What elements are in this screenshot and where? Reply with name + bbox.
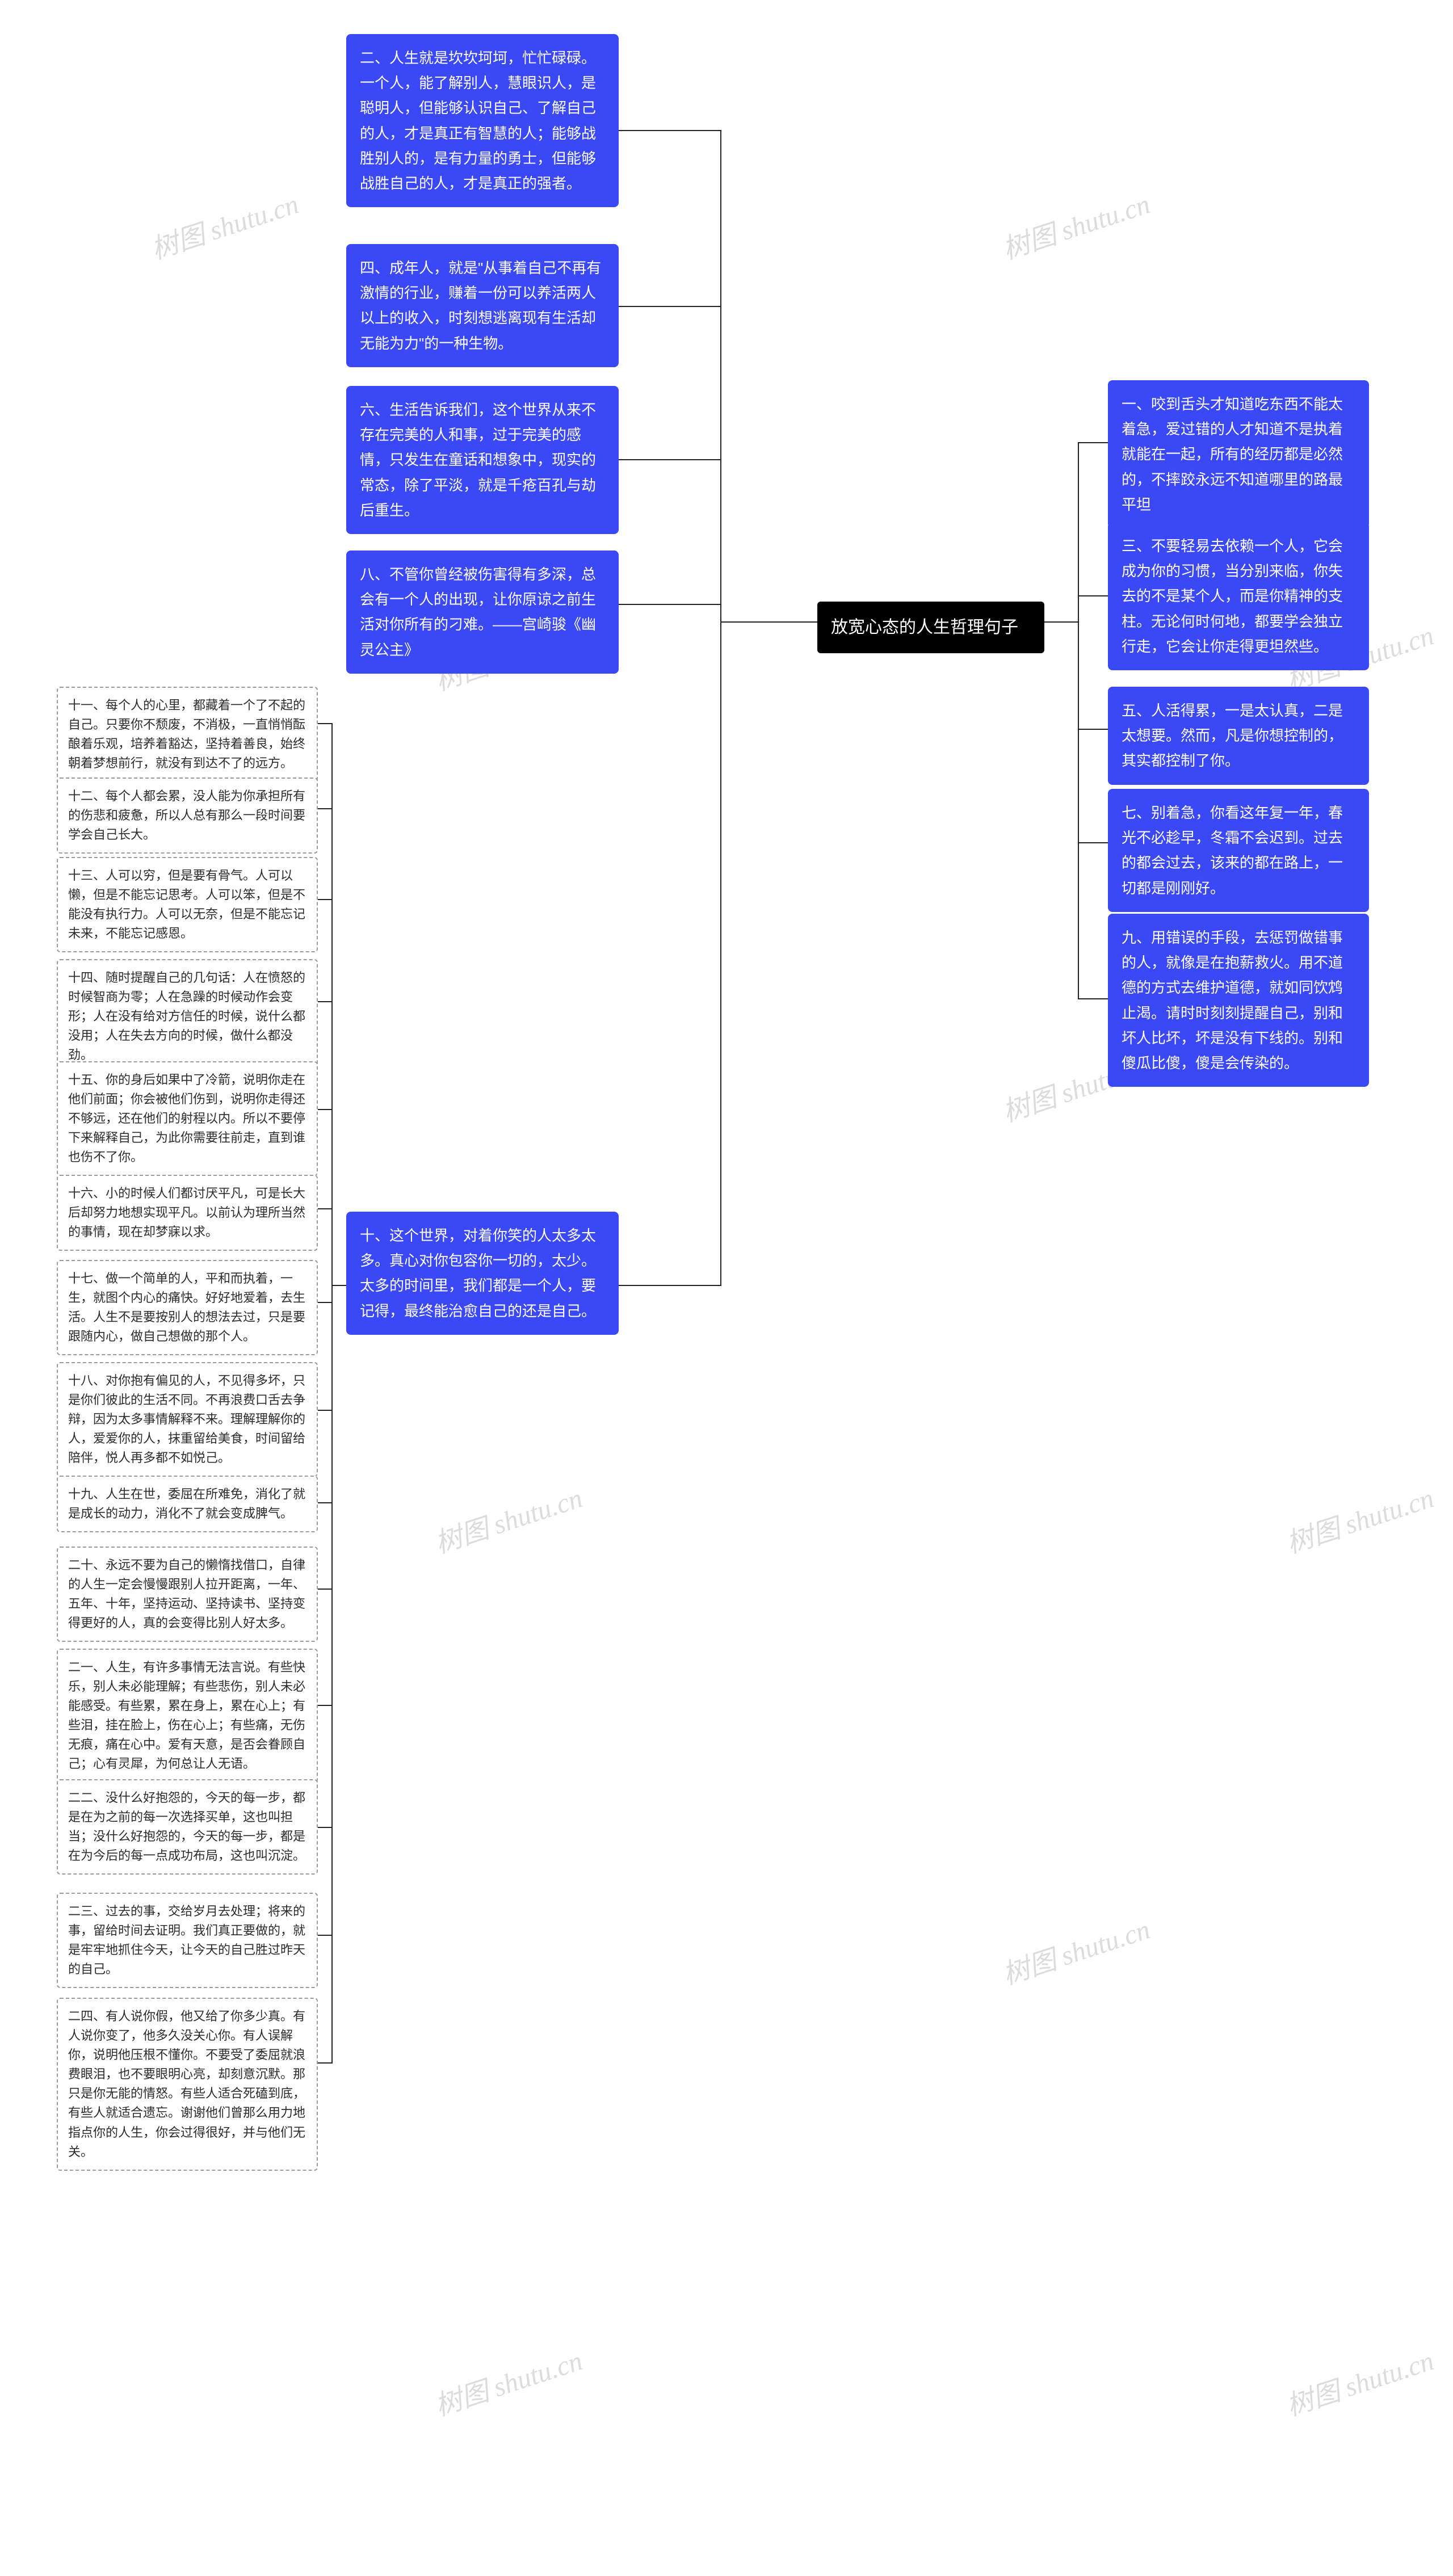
watermark: 树图 shutu.cn <box>997 182 1154 267</box>
grandchild-node-19[interactable]: 十九、人生在世，委屈在所难免，消化了就是成长的动力，消化不了就会变成脾气。 <box>57 1476 318 1532</box>
grandchild-node-15[interactable]: 十五、你的身后如果中了冷箭，说明你走在他们前面；你会被他们伤到，说明你走得还不够… <box>57 1061 318 1176</box>
watermark: 树图 shutu.cn <box>429 1476 587 1561</box>
watermark: 树图 shutu.cn <box>145 182 303 267</box>
child-node-4[interactable]: 四、成年人，就是"从事着自己不再有激情的行业，赚着一份可以养活两人以上的收入，时… <box>346 244 619 367</box>
child-node-7[interactable]: 七、别着急，你看这年复一年，春光不必趁早，冬霜不会迟到。过去的都会过去，该来的都… <box>1108 789 1369 912</box>
grandchild-node-14[interactable]: 十四、随时提醒自己的几句话：人在愤怒的时候智商为零；人在急躁的时候动作会变形；人… <box>57 959 318 1074</box>
grandchild-node-21[interactable]: 二一、人生，有许多事情无法言说。有些快乐，别人未必能理解；有些悲伤，别人未必能感… <box>57 1649 318 1783</box>
root-node[interactable]: 放宽心态的人生哲理句子 <box>817 602 1044 653</box>
grandchild-node-13[interactable]: 十三、人可以穷，但是要有骨气。人可以懒，但是不能忘记思考。人可以笨，但是不能没有… <box>57 857 318 952</box>
watermark: 树图 shutu.cn <box>1280 2338 1438 2423</box>
grandchild-node-17[interactable]: 十七、做一个简单的人，平和而执着，一生，就图个内心的痛快。好好地爱着，去生活。人… <box>57 1260 318 1355</box>
child-node-2[interactable]: 二、人生就是坎坎坷坷，忙忙碌碌。一个人，能了解别人，慧眼识人，是聪明人，但能够认… <box>346 34 619 207</box>
child-node-3[interactable]: 三、不要轻易去依赖一个人，它会成为你的习惯，当分别来临，你失去的不是某个人，而是… <box>1108 522 1369 670</box>
grandchild-node-22[interactable]: 二二、没什么好抱怨的，今天的每一步，都是在为之前的每一次选择买单，这也叫担当；没… <box>57 1779 318 1875</box>
grandchild-node-18[interactable]: 十八、对你抱有偏见的人，不见得多坏，只是你们彼此的生活不同。不再浪费口舌去争辩，… <box>57 1362 318 1477</box>
grandchild-node-16[interactable]: 十六、小的时候人们都讨厌平凡，可是长大后却努力地想实现平凡。以前认为理所当然的事… <box>57 1175 318 1251</box>
child-node-6[interactable]: 六、生活告诉我们，这个世界从来不存在完美的人和事，过于完美的感情，只发生在童话和… <box>346 386 619 534</box>
grandchild-node-12[interactable]: 十二、每个人都会累，没人能为你承担所有的伤悲和疲惫，所以人总有那么一段时间要学会… <box>57 778 318 854</box>
watermark: 树图 shutu.cn <box>1280 1476 1438 1561</box>
child-node-10[interactable]: 十、这个世界，对着你笑的人太多太多。真心对你包容你一切的，太少。太多的时间里，我… <box>346 1212 619 1335</box>
child-node-1[interactable]: 一、咬到舌头才知道吃东西不能太着急，爱过错的人才知道不是执着就能在一起，所有的经… <box>1108 380 1369 528</box>
grandchild-node-20[interactable]: 二十、永远不要为自己的懒惰找借口，自律的人生一定会慢慢跟别人拉开距离，一年、五年… <box>57 1547 318 1642</box>
child-node-9[interactable]: 九、用错误的手段，去惩罚做错事的人，就像是在抱薪救火。用不道德的方式去维护道德，… <box>1108 914 1369 1087</box>
watermark: 树图 shutu.cn <box>429 2338 587 2423</box>
grandchild-node-23[interactable]: 二三、过去的事，交给岁月去处理；将来的事，留给时间去证明。我们真正要做的，就是牢… <box>57 1893 318 1988</box>
grandchild-node-11[interactable]: 十一、每个人的心里，都藏着一个了不起的自己。只要你不颓废，不消极，一直悄悄酝酿着… <box>57 687 318 782</box>
child-node-5[interactable]: 五、人活得累，一是太认真，二是太想要。然而，凡是你想控制的，其实都控制了你。 <box>1108 687 1369 785</box>
watermark: 树图 shutu.cn <box>997 1907 1154 1992</box>
grandchild-node-24[interactable]: 二四、有人说你假，他又给了你多少真。有人说你变了，他多久没关心你。有人误解你，说… <box>57 1998 318 2171</box>
child-node-8[interactable]: 八、不管你曾经被伤害得有多深，总会有一个人的出现，让你原谅之前生活对你所有的刁难… <box>346 551 619 674</box>
